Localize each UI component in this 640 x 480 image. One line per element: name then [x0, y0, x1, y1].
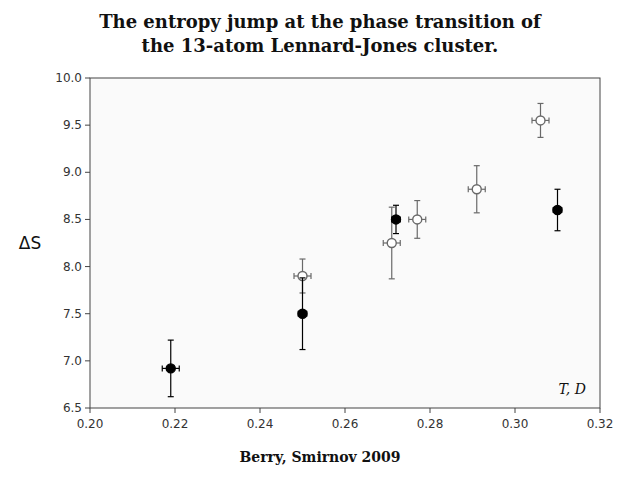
- y-tick-label: 6.5: [63, 401, 82, 415]
- error-cap: [538, 103, 544, 104]
- y-tick: [85, 408, 90, 409]
- plot-frame: [90, 78, 600, 408]
- point: [298, 309, 307, 318]
- point: [392, 215, 401, 224]
- point: [536, 116, 545, 125]
- y-tick: [85, 313, 90, 314]
- x-axis-label: T, D: [559, 381, 586, 397]
- y-tick: [85, 172, 90, 173]
- y-tick: [85, 219, 90, 220]
- x-tick: [90, 408, 91, 413]
- error-cap: [300, 258, 306, 259]
- x-tick-label: 0.24: [247, 417, 274, 431]
- error-cap: [383, 240, 384, 246]
- error-cap: [300, 277, 306, 278]
- y-tick: [85, 266, 90, 267]
- error-cap: [531, 117, 532, 123]
- y-tick-label: 10.0: [55, 71, 82, 85]
- chart: The entropy jump at the phase transition…: [0, 0, 640, 480]
- error-cap: [485, 186, 486, 192]
- error-cap: [168, 396, 174, 397]
- x-tick-label: 0.32: [587, 417, 614, 431]
- error-cap: [414, 238, 420, 239]
- error-cap: [474, 212, 480, 213]
- error-cap: [310, 273, 311, 279]
- error-cap: [400, 240, 401, 246]
- error-cap: [548, 117, 549, 123]
- error-cap: [538, 137, 544, 138]
- error-cap: [408, 216, 409, 222]
- x-tick: [345, 408, 346, 413]
- title: the 13-atom Lennard-Jones cluster.: [142, 35, 499, 56]
- error-cap: [162, 365, 163, 371]
- x-tick-label: 0.22: [162, 417, 189, 431]
- y-tick: [85, 360, 90, 361]
- x-tick-label: 0.28: [417, 417, 444, 431]
- y-tick-label: 8.0: [63, 260, 82, 274]
- error-cap: [468, 186, 469, 192]
- error-cap: [179, 365, 180, 371]
- point: [553, 206, 562, 215]
- x-tick: [600, 408, 601, 413]
- y-tick-label: 9.0: [63, 165, 82, 179]
- error-cap: [414, 200, 420, 201]
- x-tick-label: 0.30: [502, 417, 529, 431]
- x-tick: [515, 408, 516, 413]
- error-cap: [168, 340, 174, 341]
- error-cap: [393, 205, 399, 206]
- y-tick-label: 9.5: [63, 118, 82, 132]
- y-tick: [85, 78, 90, 79]
- error-cap: [555, 230, 561, 231]
- y-tick-label: 7.5: [63, 307, 82, 321]
- error-cap: [393, 233, 399, 234]
- y-tick: [85, 125, 90, 126]
- error-cap: [555, 189, 561, 190]
- point: [472, 185, 481, 194]
- y-axis-label: ΔS: [19, 233, 41, 253]
- point: [413, 215, 422, 224]
- y-tick-label: 8.5: [63, 212, 82, 226]
- x-tick-label: 0.20: [77, 417, 104, 431]
- title: The entropy jump at the phase transition…: [99, 11, 542, 32]
- error-cap: [474, 165, 480, 166]
- x-tick: [430, 408, 431, 413]
- x-tick: [175, 408, 176, 413]
- subtitle: Berry, Smirnov 2009: [239, 449, 400, 465]
- error-cap: [425, 216, 426, 222]
- plot-area: [90, 78, 600, 408]
- x-tick-label: 0.26: [332, 417, 359, 431]
- marks: [162, 103, 562, 396]
- error-cap: [293, 273, 294, 279]
- y-tick-label: 7.0: [63, 354, 82, 368]
- error-cap: [389, 278, 395, 279]
- error-cap: [300, 349, 306, 350]
- point: [387, 239, 396, 248]
- point: [166, 364, 175, 373]
- error-cap: [389, 207, 395, 208]
- x-tick: [260, 408, 261, 413]
